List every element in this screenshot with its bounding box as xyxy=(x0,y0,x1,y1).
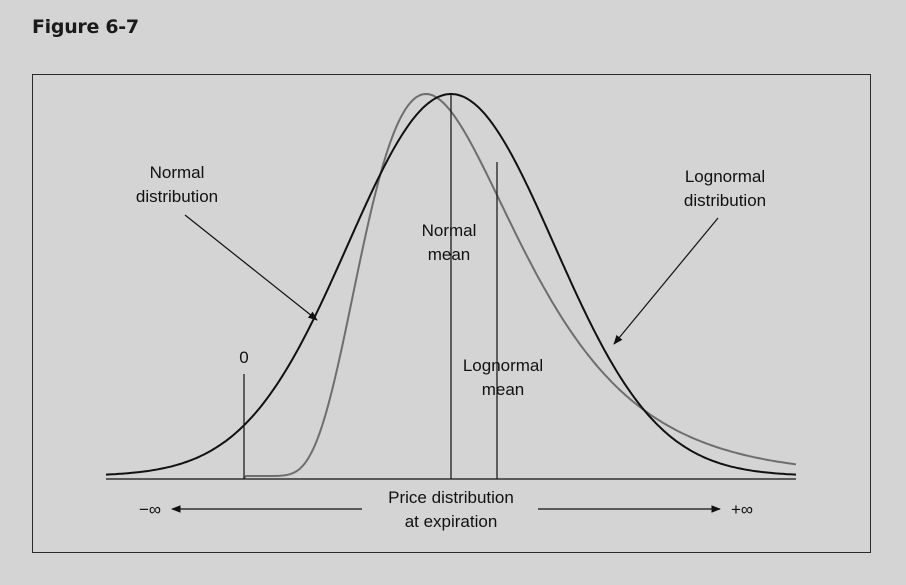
lognormal-curve xyxy=(243,92,797,479)
neg-infinity-label: −∞ xyxy=(139,500,161,519)
lognormal-mean-label-line1: Lognormal xyxy=(463,356,543,375)
figure-frame xyxy=(32,74,871,553)
lognormal-dist-label-line2: distribution xyxy=(684,191,766,210)
normal-mean-label-line1: Normal xyxy=(422,221,477,240)
lognormal-mean-label-line2: mean xyxy=(482,380,525,399)
lognormal-dist-label-line1: Lognormal xyxy=(685,167,765,186)
normal-dist-label-line1: Normal xyxy=(150,163,205,182)
normal-mean-label-line2: mean xyxy=(428,245,471,264)
pos-infinity-label: +∞ xyxy=(731,500,753,519)
normal-dist-label-line2: distribution xyxy=(136,187,218,206)
figure-label: Figure 6-7 xyxy=(32,16,139,38)
axis-label-line1: Price distribution xyxy=(388,488,514,507)
normal-dist-arrow xyxy=(184,214,318,321)
zero-label: 0 xyxy=(239,348,248,367)
lognormal-dist-arrow xyxy=(613,217,719,345)
axis-label-line2: at expiration xyxy=(405,512,498,531)
